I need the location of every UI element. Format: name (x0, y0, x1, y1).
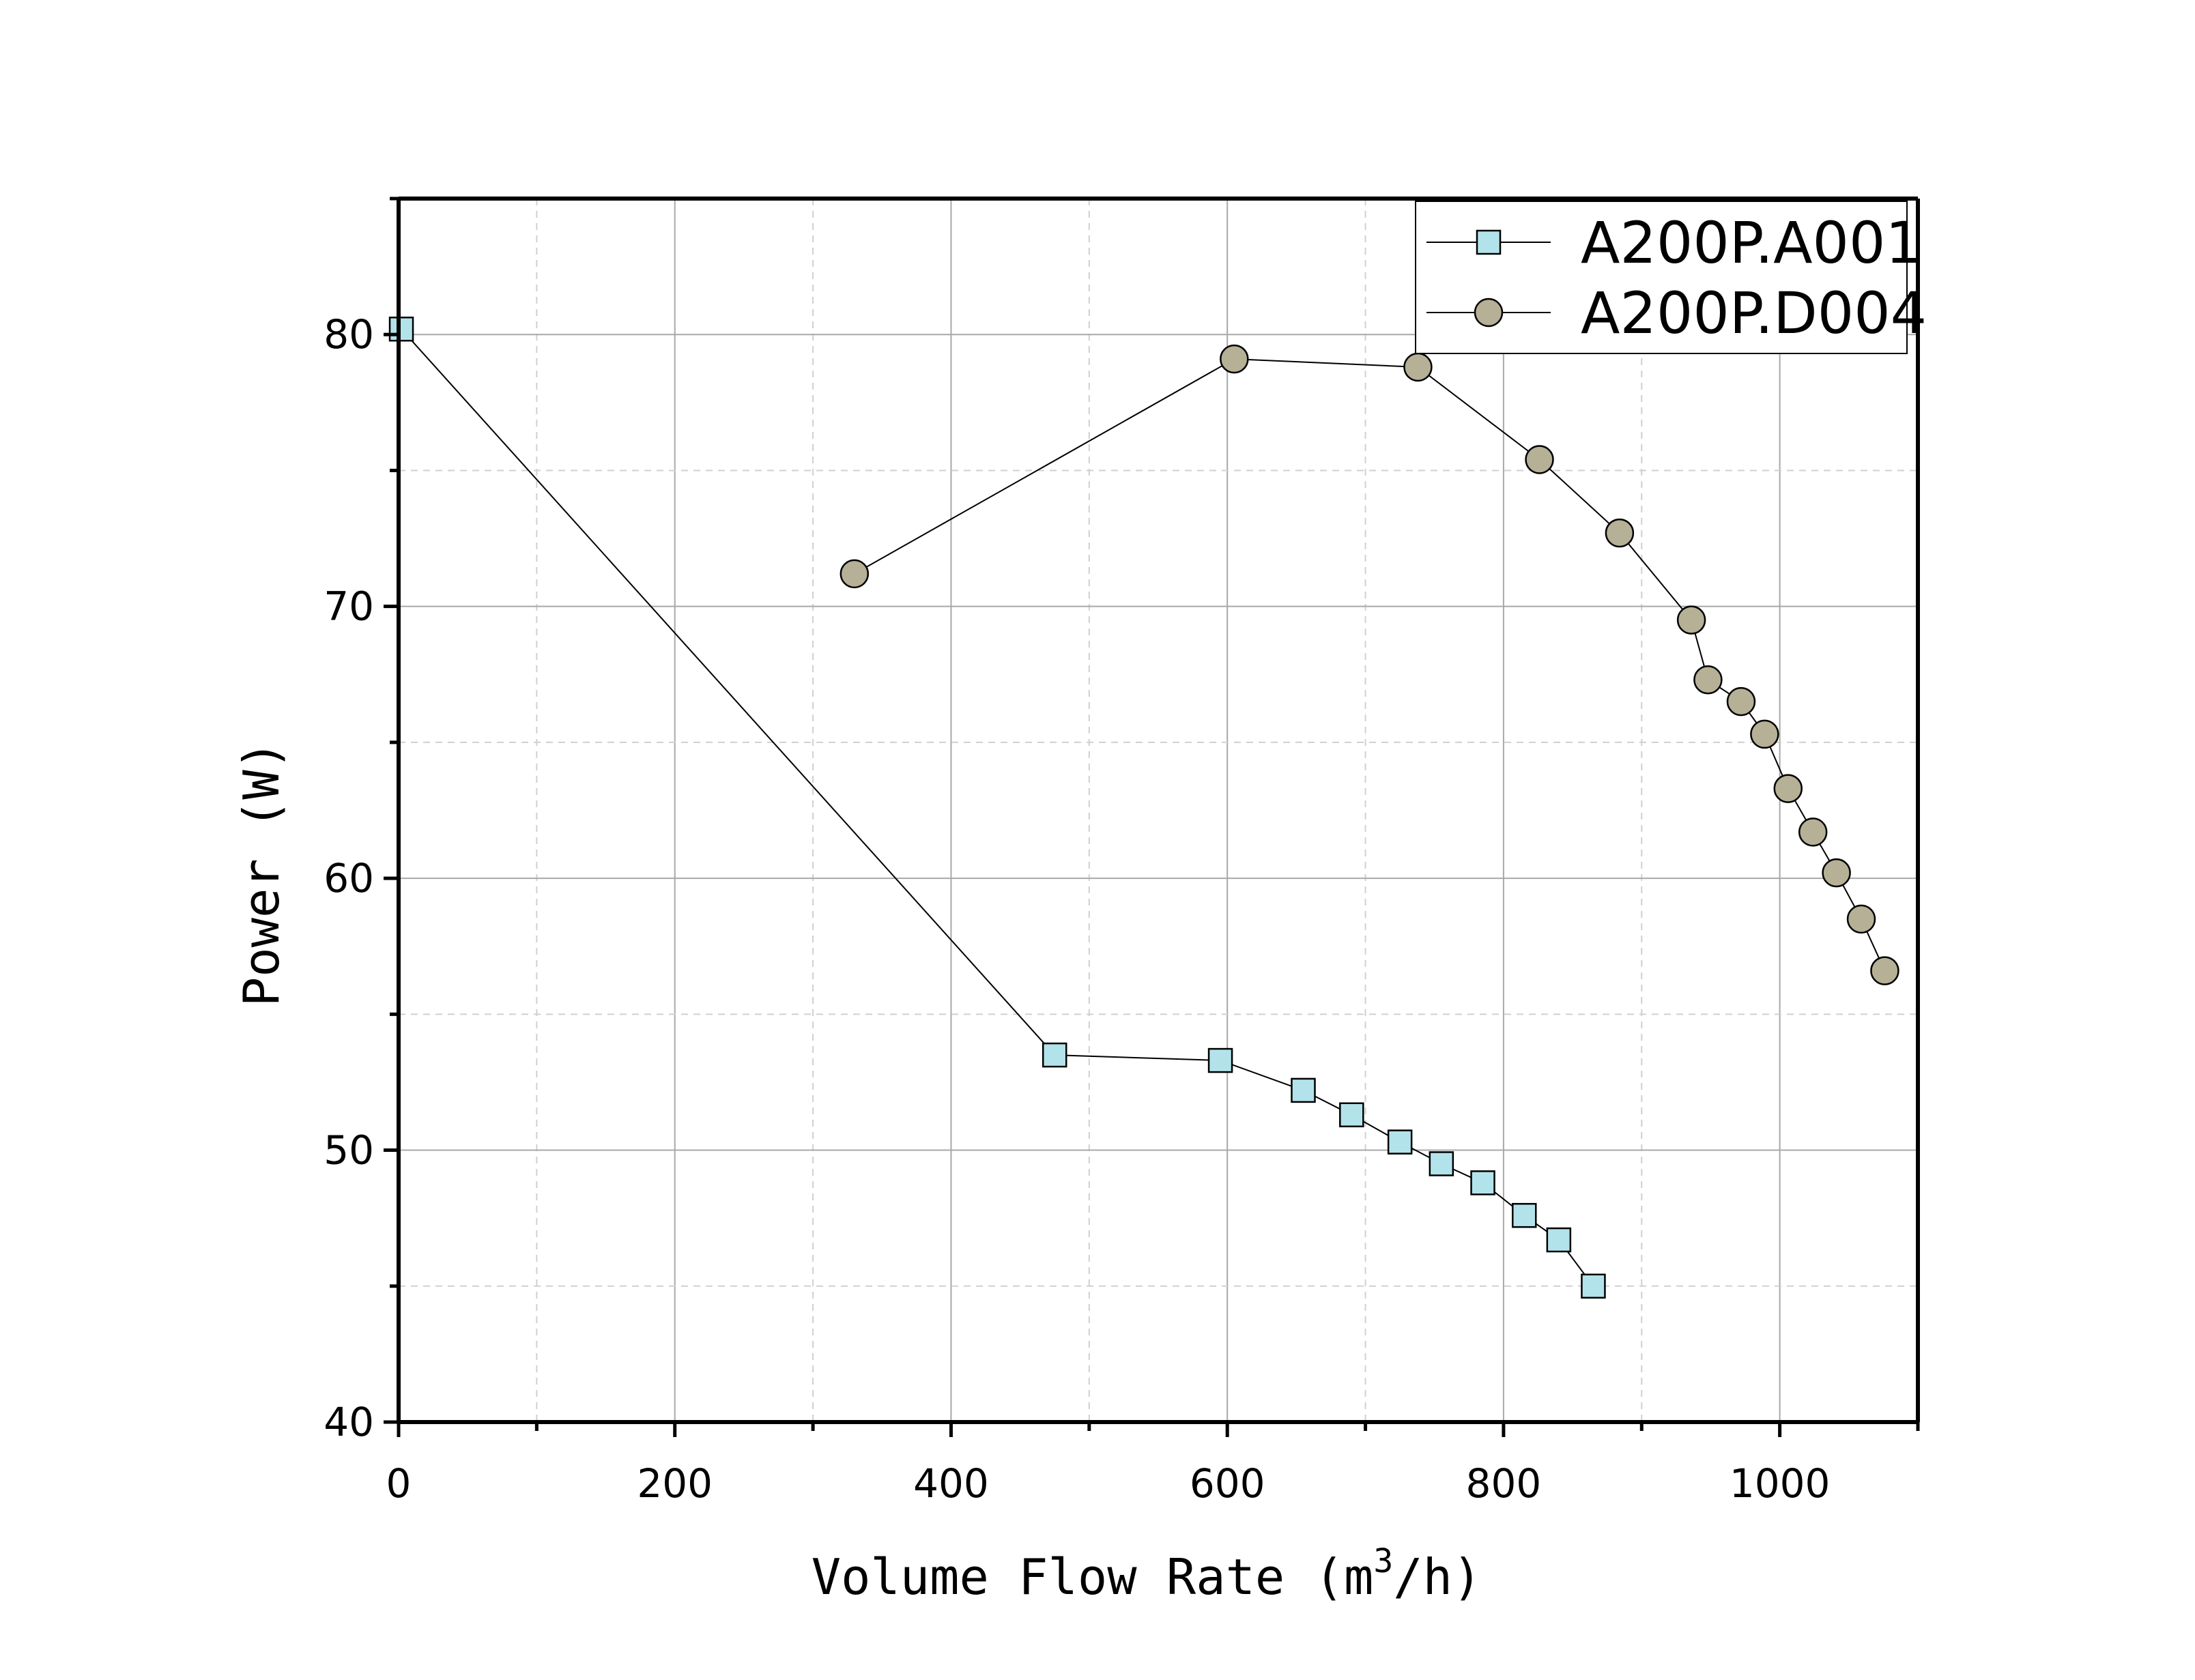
data-point (1676, 605, 1706, 635)
legend-box (1415, 201, 1908, 354)
data-point (1429, 1151, 1454, 1176)
y-tick-label: 70 (324, 583, 374, 630)
data-point (1750, 719, 1779, 749)
data-point (1207, 1047, 1233, 1073)
ticks-layer: 0 200 400 600 800 1000 40 50 60 70 80 (324, 197, 1920, 1507)
y-tick-label: 50 (324, 1127, 374, 1174)
x-axis-title: Volume Flow Rate (m3/h) (812, 1542, 1482, 1606)
data-point (1470, 1170, 1495, 1196)
series-line (401, 328, 1594, 1287)
series-1 (388, 317, 1606, 1299)
legend-label: A200P.D004 (1581, 280, 1927, 347)
y-axis-title: Power (W) (233, 740, 290, 1006)
data-point (388, 317, 414, 342)
legend-marker (1474, 298, 1504, 328)
x-tick-label: 800 (1466, 1460, 1542, 1507)
data-point (1220, 344, 1249, 374)
legend-label: A200P.A001 (1581, 209, 1922, 276)
data-point (1042, 1042, 1067, 1068)
x-tick-label: 1000 (1730, 1460, 1831, 1507)
data-point (1726, 686, 1756, 716)
y-tick-label: 80 (324, 311, 374, 358)
y-tick-label: 40 (324, 1399, 374, 1445)
data-point (1525, 445, 1554, 474)
series-line (854, 358, 1886, 972)
x-tick-label: 200 (637, 1460, 713, 1507)
data-point (1512, 1202, 1537, 1228)
data-point (840, 559, 870, 589)
data-point (1403, 352, 1433, 382)
data-point (1291, 1077, 1316, 1103)
x-tick-label: 600 (1190, 1460, 1265, 1507)
grid-layer (399, 199, 1918, 1422)
x-tick-label: 0 (386, 1460, 412, 1507)
data-point (1822, 858, 1851, 888)
series-2 (840, 344, 1899, 985)
legend-marker (1476, 229, 1502, 255)
data-point (1773, 774, 1803, 803)
data-point (1387, 1129, 1413, 1155)
data-point (1605, 518, 1635, 548)
series-layer (388, 317, 1899, 1299)
data-point (1693, 665, 1723, 695)
data-point (1581, 1273, 1606, 1299)
data-point (1339, 1102, 1364, 1128)
data-point (1846, 904, 1876, 934)
x-tick-label: 400 (913, 1460, 989, 1507)
data-point (1798, 817, 1828, 847)
data-point (1870, 956, 1899, 985)
data-point (1546, 1227, 1572, 1253)
y-tick-label: 60 (324, 855, 374, 901)
axes-layer (397, 197, 1920, 1424)
